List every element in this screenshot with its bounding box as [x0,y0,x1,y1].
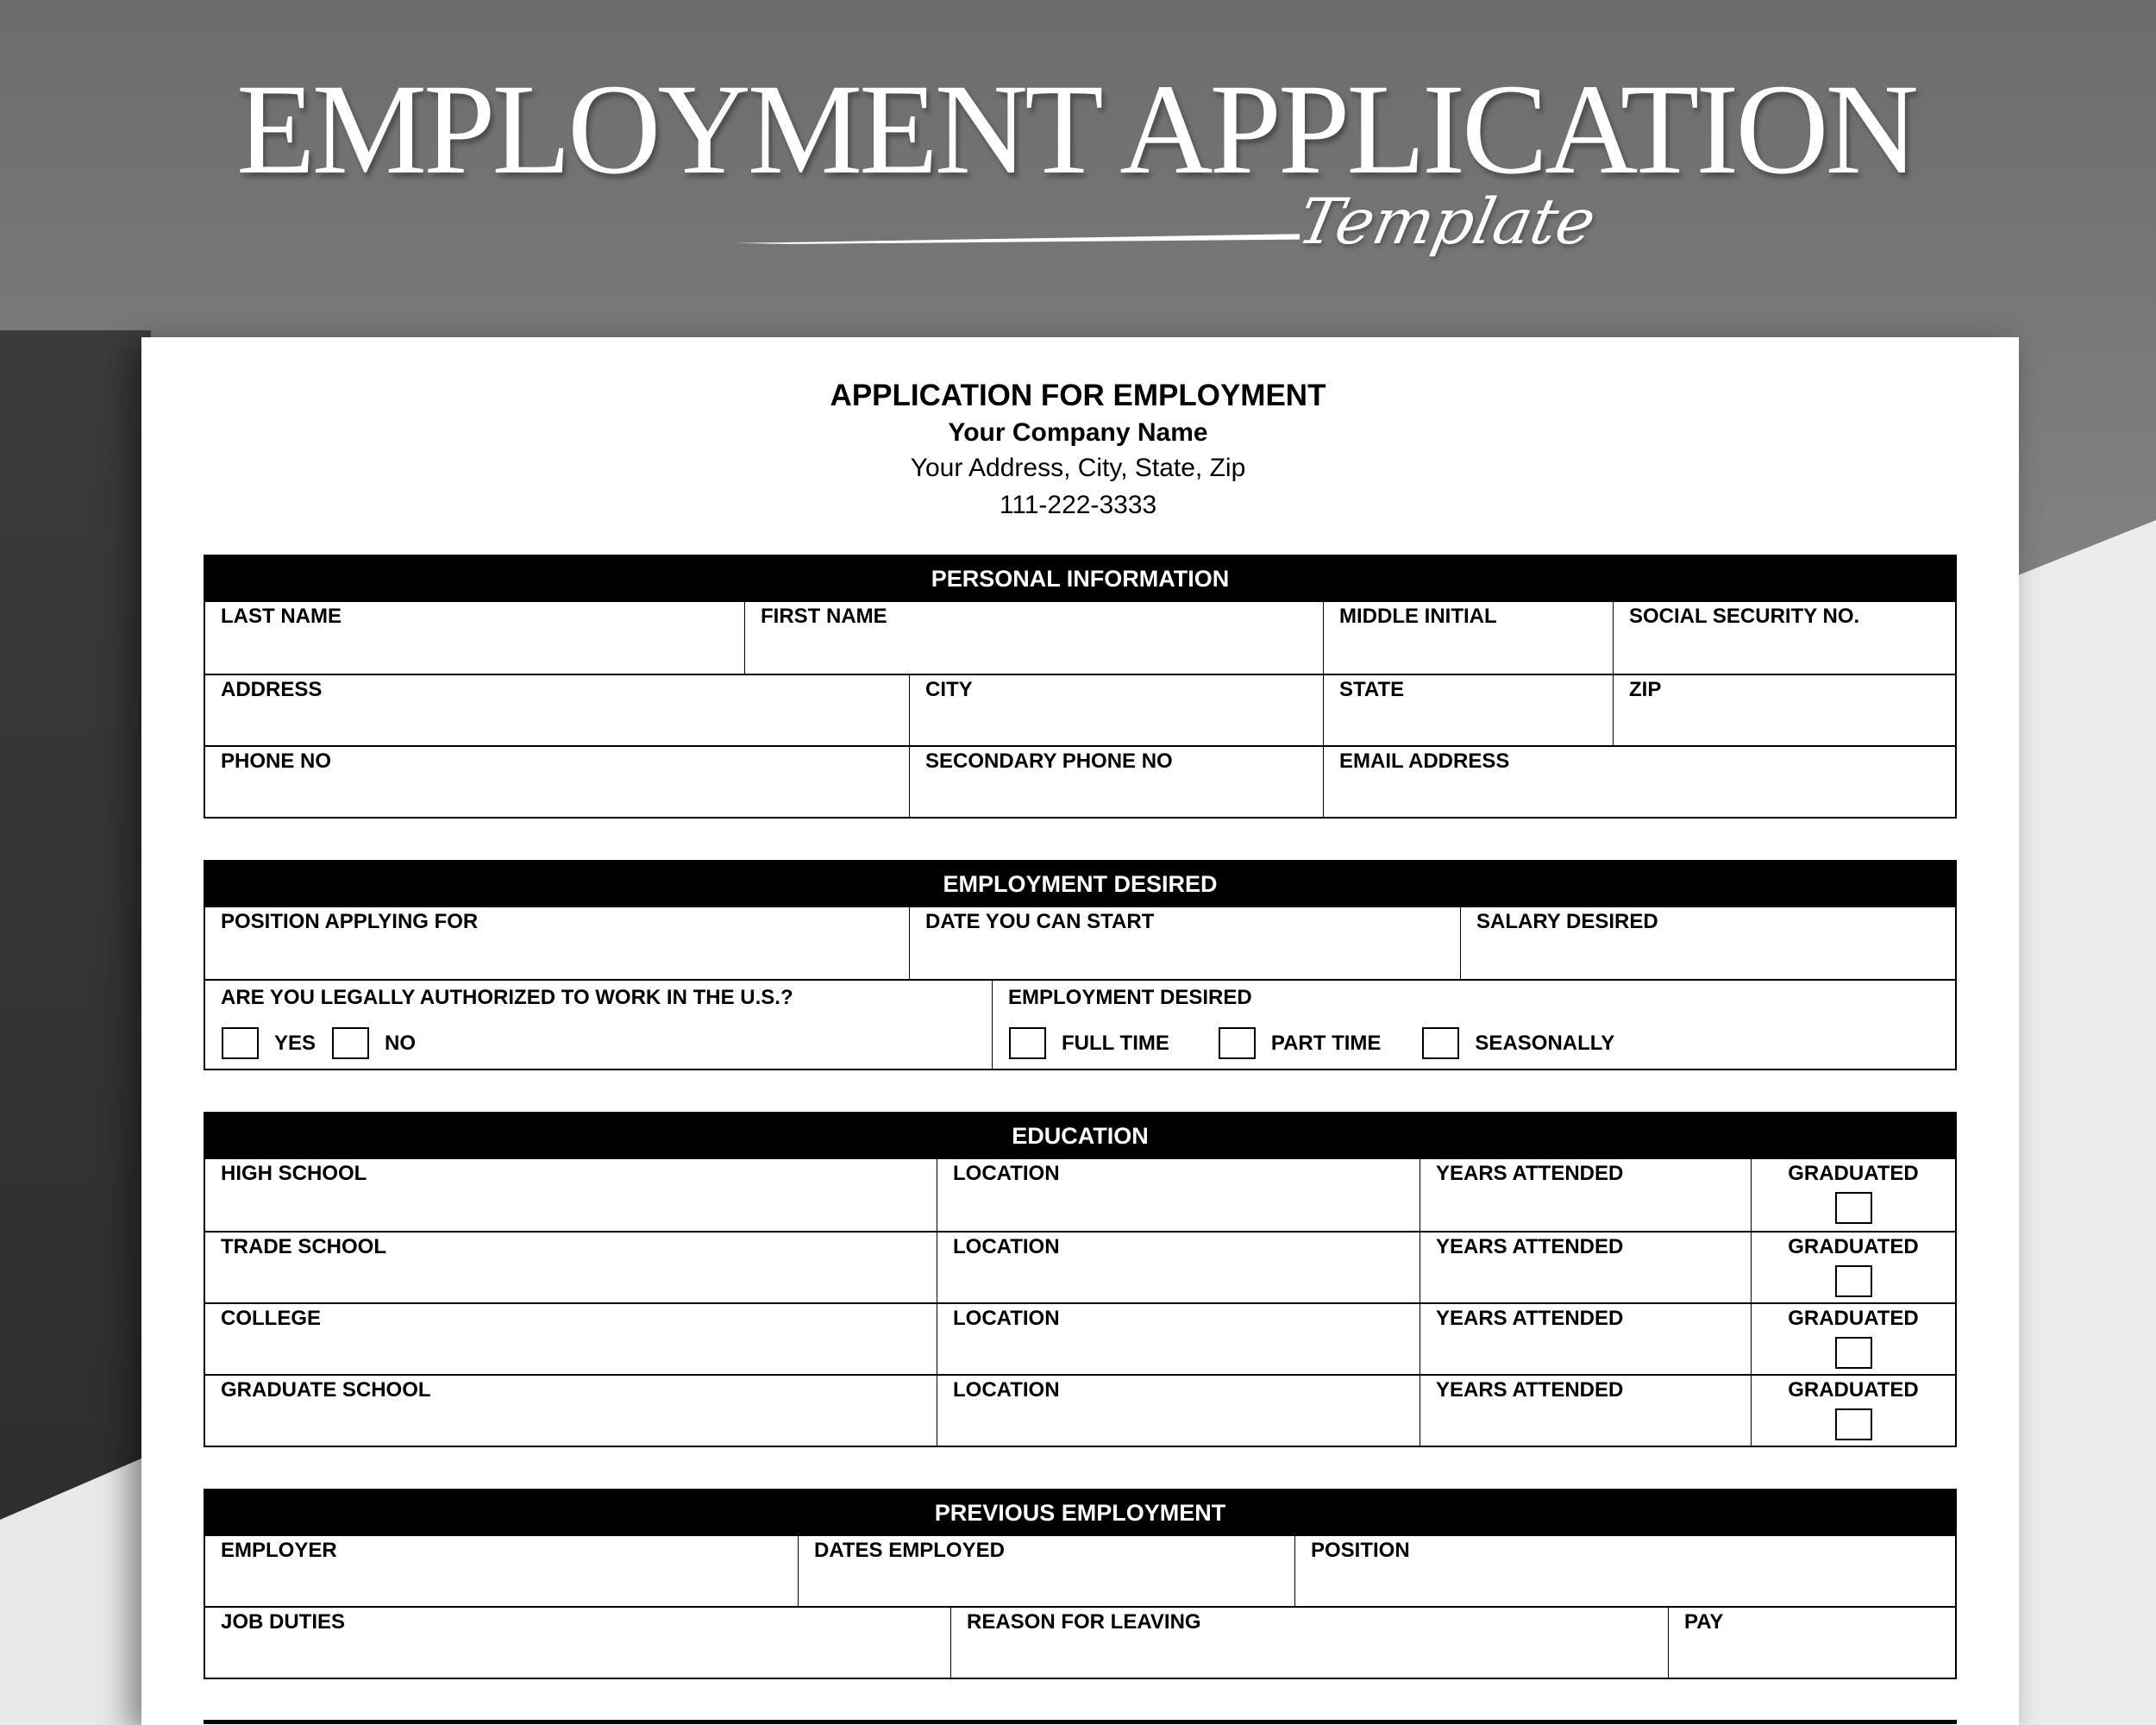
graduated-checkbox[interactable] [1835,1337,1872,1369]
education-row: HIGH SCHOOL LOCATION YEARS ATTENDED GRAD… [205,1159,1955,1231]
field-job-duties[interactable]: JOB DUTIES [221,1610,346,1634]
field-school-name[interactable]: COLLEGE [221,1307,322,1330]
yes-checkbox[interactable] [222,1027,259,1059]
graduated-checkbox[interactable] [1835,1408,1872,1440]
field-state[interactable]: STATE [1323,675,1613,745]
no-checkbox[interactable] [332,1027,370,1059]
graduated-field: GRADUATED [1751,1304,1955,1374]
full-time-checkbox[interactable] [1009,1027,1046,1059]
field-years-attended[interactable]: YEARS ATTENDED [1420,1304,1751,1374]
banner-subtitle: Template [1291,185,1602,259]
field-start-date[interactable]: DATE YOU CAN START [909,907,1460,979]
banner-title: EMPLOYMENT APPLICATION [236,58,1919,201]
section-header: PREVIOUS EMPLOYMENT [205,1490,1955,1536]
field-pay[interactable]: PAY [1668,1608,1955,1678]
company-address: Your Address, City, State, Zip [910,454,1246,482]
section-header: EDUCATION [205,1113,1955,1159]
seasonally-label: SEASONALLY [1475,1031,1615,1055]
field-previous-position[interactable]: POSITION [1294,1536,1955,1606]
seasonally-checkbox[interactable] [1422,1027,1460,1059]
field-employer[interactable]: EMPLOYER [221,1539,337,1562]
field-location[interactable]: LOCATION [937,1376,1420,1446]
field-years-attended[interactable]: YEARS ATTENDED [1420,1376,1751,1446]
section-employment-desired: EMPLOYMENT DESIRED POSITION APPLYING FOR… [204,860,1957,1070]
field-dates-employed[interactable]: DATES EMPLOYED [798,1536,1294,1606]
field-address[interactable]: ADDRESS [221,678,323,701]
field-school-name[interactable]: HIGH SCHOOL [221,1162,367,1185]
field-location[interactable]: LOCATION [937,1159,1420,1231]
field-city[interactable]: CITY [909,675,1323,745]
graduated-field: GRADUATED [1751,1233,1955,1302]
field-email[interactable]: EMAIL ADDRESS [1323,747,1955,817]
field-salary[interactable]: SALARY DESIRED [1460,907,1955,979]
field-school-name[interactable]: GRADUATE SCHOOL [221,1378,431,1402]
graduated-checkbox[interactable] [1835,1265,1872,1297]
background-light-panel-right [2005,520,2156,1725]
field-years-attended[interactable]: YEARS ATTENDED [1420,1233,1751,1302]
graduated-label: GRADUATED [1788,1307,1919,1330]
section-personal-information: PERSONAL INFORMATION LAST NAME FIRST NAM… [204,555,1957,819]
company-phone: 111-222-3333 [999,491,1157,519]
yes-label: YES [274,1031,317,1055]
graduated-label: GRADUATED [1788,1235,1919,1258]
graduated-label: GRADUATED [1788,1378,1919,1402]
section-previous-employment: PREVIOUS EMPLOYMENT EMPLOYER DATES EMPLO… [204,1489,1957,1679]
work-authorization-label: ARE YOU LEGALLY AUTHORIZED TO WORK IN TH… [221,986,793,1009]
field-first-name[interactable]: FIRST NAME [744,602,1323,674]
part-time-label: PART TIME [1270,1031,1382,1055]
field-zip[interactable]: ZIP [1613,675,1955,745]
field-location[interactable]: LOCATION [937,1304,1420,1374]
field-phone[interactable]: PHONE NO [221,750,332,773]
education-row: TRADE SCHOOL LOCATION YEARS ATTENDED GRA… [205,1231,1955,1302]
education-row: GRADUATE SCHOOL LOCATION YEARS ATTENDED … [205,1374,1955,1446]
employment-type-group: EMPLOYMENT DESIRED FULL TIME PART TIME S… [992,981,1955,1069]
field-reason-for-leaving[interactable]: REASON FOR LEAVING [950,1608,1668,1678]
full-time-label: FULL TIME [1062,1031,1169,1055]
section-header: PERSONAL INFORMATION [205,556,1955,602]
graduated-checkbox[interactable] [1835,1192,1872,1224]
section-education: EDUCATION HIGH SCHOOL LOCATION YEARS ATT… [204,1112,1957,1447]
field-position[interactable]: POSITION APPLYING FOR [221,910,479,933]
education-row: COLLEGE LOCATION YEARS ATTENDED GRADUATE… [205,1302,1955,1374]
no-label: NO [385,1031,417,1055]
employment-type-label: EMPLOYMENT DESIRED [1008,986,1252,1009]
graduated-label: GRADUATED [1788,1162,1919,1185]
field-middle-initial[interactable]: MIDDLE INITIAL [1323,602,1613,674]
field-location[interactable]: LOCATION [937,1233,1420,1302]
company-name: Your Company Name [948,418,1208,447]
field-last-name[interactable]: LAST NAME [221,605,342,628]
form-title: APPLICATION FOR EMPLOYMENT [830,379,1326,412]
swoosh-decoration [626,234,1300,245]
field-school-name[interactable]: TRADE SCHOOL [221,1235,386,1258]
field-ssn[interactable]: SOCIAL SECURITY NO. [1613,602,1955,674]
work-authorization-group: ARE YOU LEGALLY AUTHORIZED TO WORK IN TH… [205,981,992,1069]
graduated-field: GRADUATED [1751,1159,1955,1231]
graduated-field: GRADUATED [1751,1376,1955,1446]
field-secondary-phone[interactable]: SECONDARY PHONE NO [909,747,1323,817]
section-header: EMPLOYMENT DESIRED [205,862,1955,907]
part-time-checkbox[interactable] [1218,1027,1256,1059]
field-years-attended[interactable]: YEARS ATTENDED [1420,1159,1751,1231]
background-dark-panel [0,330,151,1568]
next-section-edge [204,1720,1957,1725]
